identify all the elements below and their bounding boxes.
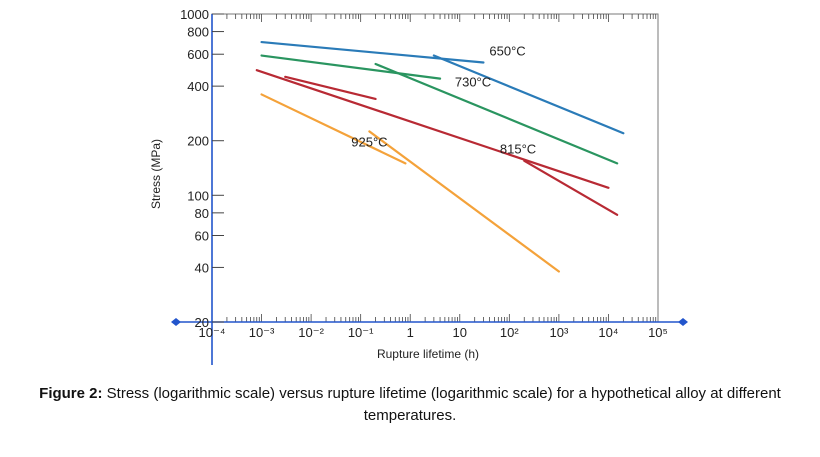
series-line-650-1 [432,54,625,135]
y-tick-label: 400 [187,79,209,94]
y-tick-label: 200 [187,134,209,149]
x-tick-label: 1 [407,325,414,340]
chart: 20 40 60 80 100 200 400 600 800 1000 10⁻⁴ 10⁻³ 10⁻² 1… [149,7,688,365]
y-tick-label: 60 [195,229,209,244]
y-tick-label: 600 [187,47,209,62]
y-tick-label: 100 [187,188,209,203]
series-label-730: 730°C [455,75,491,90]
x-axis-start-marker [171,318,181,326]
plot-frame [211,13,659,323]
y-axis-title: Stress (MPa) [149,139,163,209]
series-line-815-2 [523,159,619,216]
series-label-815: 815°C [500,142,536,157]
y-tick-label: 80 [195,206,209,221]
series-line-815-0 [255,69,610,189]
series-line-730-1 [374,62,619,165]
x-tick-label: 10⁵ [648,325,668,340]
x-axis-title: Rupture lifetime (h) [377,347,479,361]
plot-border [211,13,659,323]
caption-text: Stress (logarithmic scale) versus ruptur… [102,385,781,424]
x-tick-label: 10³ [549,325,568,340]
series-layer [255,40,625,273]
caption-label: Figure 2: [39,385,103,402]
series-line-730-0 [260,54,442,80]
y-tick-label: 20 [195,315,209,330]
series-line-925-1 [368,130,560,273]
series-line-925-0 [260,93,407,165]
x-tick-label: 10⁻³ [249,325,275,340]
x-tick-label: 10⁻⁴ [199,325,226,340]
x-tick-label: 10 [453,325,467,340]
series-line-650-0 [260,40,485,64]
figure-caption: Figure 2: Stress (logarithmic scale) ver… [20,383,800,427]
x-axis-end-marker [678,318,688,326]
x-tick-label: 10⁻¹ [348,325,374,340]
y-tick-label: 40 [195,260,209,275]
series-label-925: 925°C [351,134,387,149]
series-line-815-1 [284,75,377,101]
series-label-650: 650°C [489,44,525,59]
minor-ticks [211,14,657,322]
x-tick-label: 10⁴ [598,325,618,340]
labels-layer: 20 40 60 80 100 200 400 600 800 1000 10⁻⁴ 10⁻³ 10⁻² 1… [180,7,668,340]
x-tick-label: 10² [500,325,519,340]
x-tick-label: 10⁻² [298,325,324,340]
y-tick-label: 1000 [180,7,209,22]
y-tick-label: 800 [187,25,209,40]
axes-layer [171,13,688,365]
